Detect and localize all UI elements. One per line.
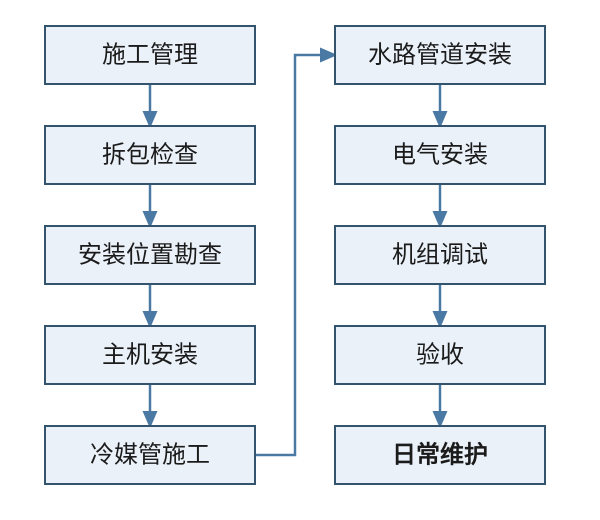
flow-node-label: 施工管理 [102,42,198,69]
flow-node-n1: 施工管理 [45,26,255,84]
flow-node-label: 冷媒管施工 [90,442,210,469]
flow-node-label: 电气安装 [392,142,488,169]
flow-node-label: 日常维护 [392,441,488,469]
flow-node-label: 机组调试 [392,242,488,269]
flowchart-canvas: 施工管理拆包检查安装位置勘查主机安装冷媒管施工 水路管道安装电气安装机组调试验收日… [0,0,600,520]
flow-node-n10: 日常维护 [335,426,545,484]
flow-node-label: 水路管道安装 [368,42,512,69]
flow-node-n5: 冷媒管施工 [45,426,255,484]
flow-node-label: 验收 [416,342,464,369]
flow-node-n7: 电气安装 [335,126,545,184]
flow-node-label: 主机安装 [102,342,198,369]
flow-node-n3: 安装位置勘查 [45,226,255,284]
flow-node-label: 安装位置勘查 [78,242,222,269]
flow-arrow [255,55,335,455]
flow-node-n9: 验收 [335,326,545,384]
flow-node-label: 拆包检查 [102,142,198,169]
flow-node-n8: 机组调试 [335,226,545,284]
flow-node-n6: 水路管道安装 [335,26,545,84]
flow-node-n2: 拆包检查 [45,126,255,184]
flow-node-n4: 主机安装 [45,326,255,384]
